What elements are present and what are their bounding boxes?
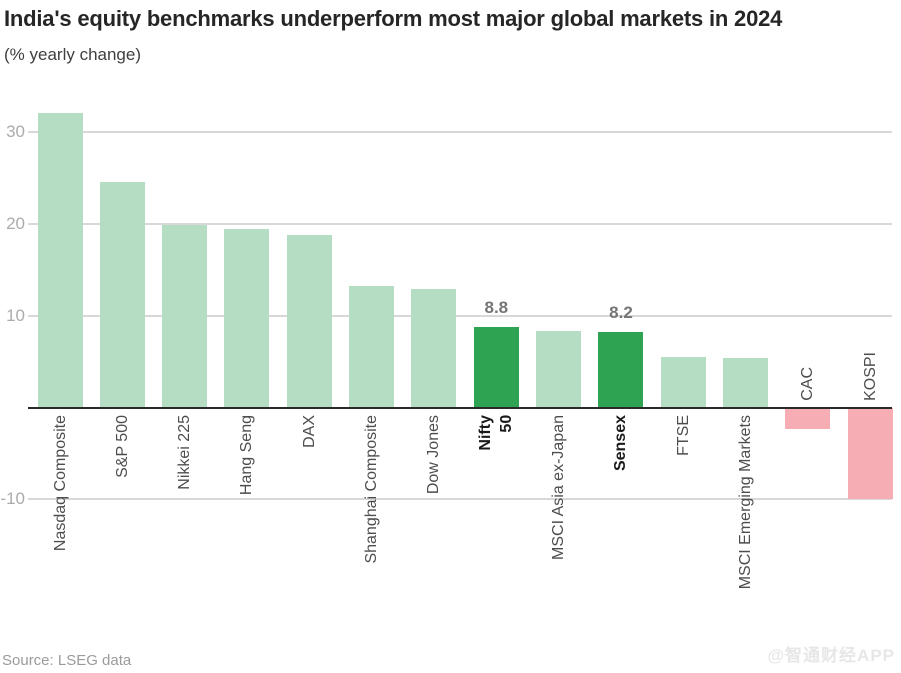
- bar-kospi: [847, 407, 893, 500]
- x-axis-label-shanghai-composite: Shanghai Composite: [363, 414, 381, 564]
- x-axis-label-sensex: Sensex: [612, 414, 630, 471]
- value-annotation-sensex: 8.2: [609, 303, 633, 323]
- bar-msci-asia-ex-japan: [536, 331, 582, 408]
- bar-sensex: [598, 332, 644, 408]
- x-axis-label-s-p-500: S&P 500: [113, 414, 131, 478]
- y-tick-label-10: 10: [6, 305, 25, 325]
- x-axis-label-dax: DAX: [300, 414, 318, 448]
- bar-shanghai-composite: [349, 286, 395, 408]
- bar-nikkei-225: [162, 225, 208, 408]
- x-axis-label-msci-emerging-markets: MSCI Emerging Markets: [737, 414, 755, 589]
- x-axis-label-nikkei-225: Nikkei 225: [176, 414, 194, 490]
- source-attribution: Source: LSEG data: [2, 652, 132, 669]
- x-axis-baseline: [28, 406, 892, 409]
- chart-subtitle: (% yearly change): [4, 45, 142, 64]
- bar-dow-jones: [411, 289, 457, 408]
- bar-msci-emerging-markets: [723, 357, 769, 408]
- watermark-text: @智通财经APP: [767, 646, 895, 665]
- x-axis-label-nifty-50: Nifty 50: [477, 414, 516, 451]
- bar-hang-seng: [224, 228, 270, 408]
- value-annotation-nifty-50: 8.8: [484, 297, 509, 317]
- x-axis-label-cac: CAC: [799, 366, 817, 401]
- gridline-10: [28, 314, 892, 317]
- bar-cac: [785, 407, 831, 429]
- y-tick-label--10: -10: [0, 489, 25, 509]
- bar-dax: [286, 235, 332, 408]
- x-axis-label-msci-asia-ex-japan: MSCI Asia ex-Japan: [550, 414, 568, 560]
- x-axis-label-dow-jones: Dow Jones: [425, 414, 443, 494]
- x-axis-label-hang-seng: Hang Seng: [238, 414, 256, 495]
- y-tick-label-30: 30: [6, 122, 25, 142]
- y-tick-label-20: 20: [6, 214, 25, 234]
- chart-title: India's equity benchmarks underperform m…: [4, 6, 783, 31]
- bar-nasdaq-composite: [37, 113, 83, 408]
- gridline--10: [28, 498, 892, 501]
- x-axis-label-ftse: FTSE: [674, 414, 692, 456]
- gridline-30: [28, 131, 892, 134]
- bar-nifty-50: [473, 326, 519, 408]
- bar-ftse: [660, 357, 706, 408]
- gridline-20: [28, 223, 892, 226]
- bar-s-p-500: [99, 181, 145, 408]
- x-axis-label-kospi: KOSPI: [861, 351, 879, 401]
- x-axis-label-nasdaq-composite: Nasdaq Composite: [51, 414, 69, 551]
